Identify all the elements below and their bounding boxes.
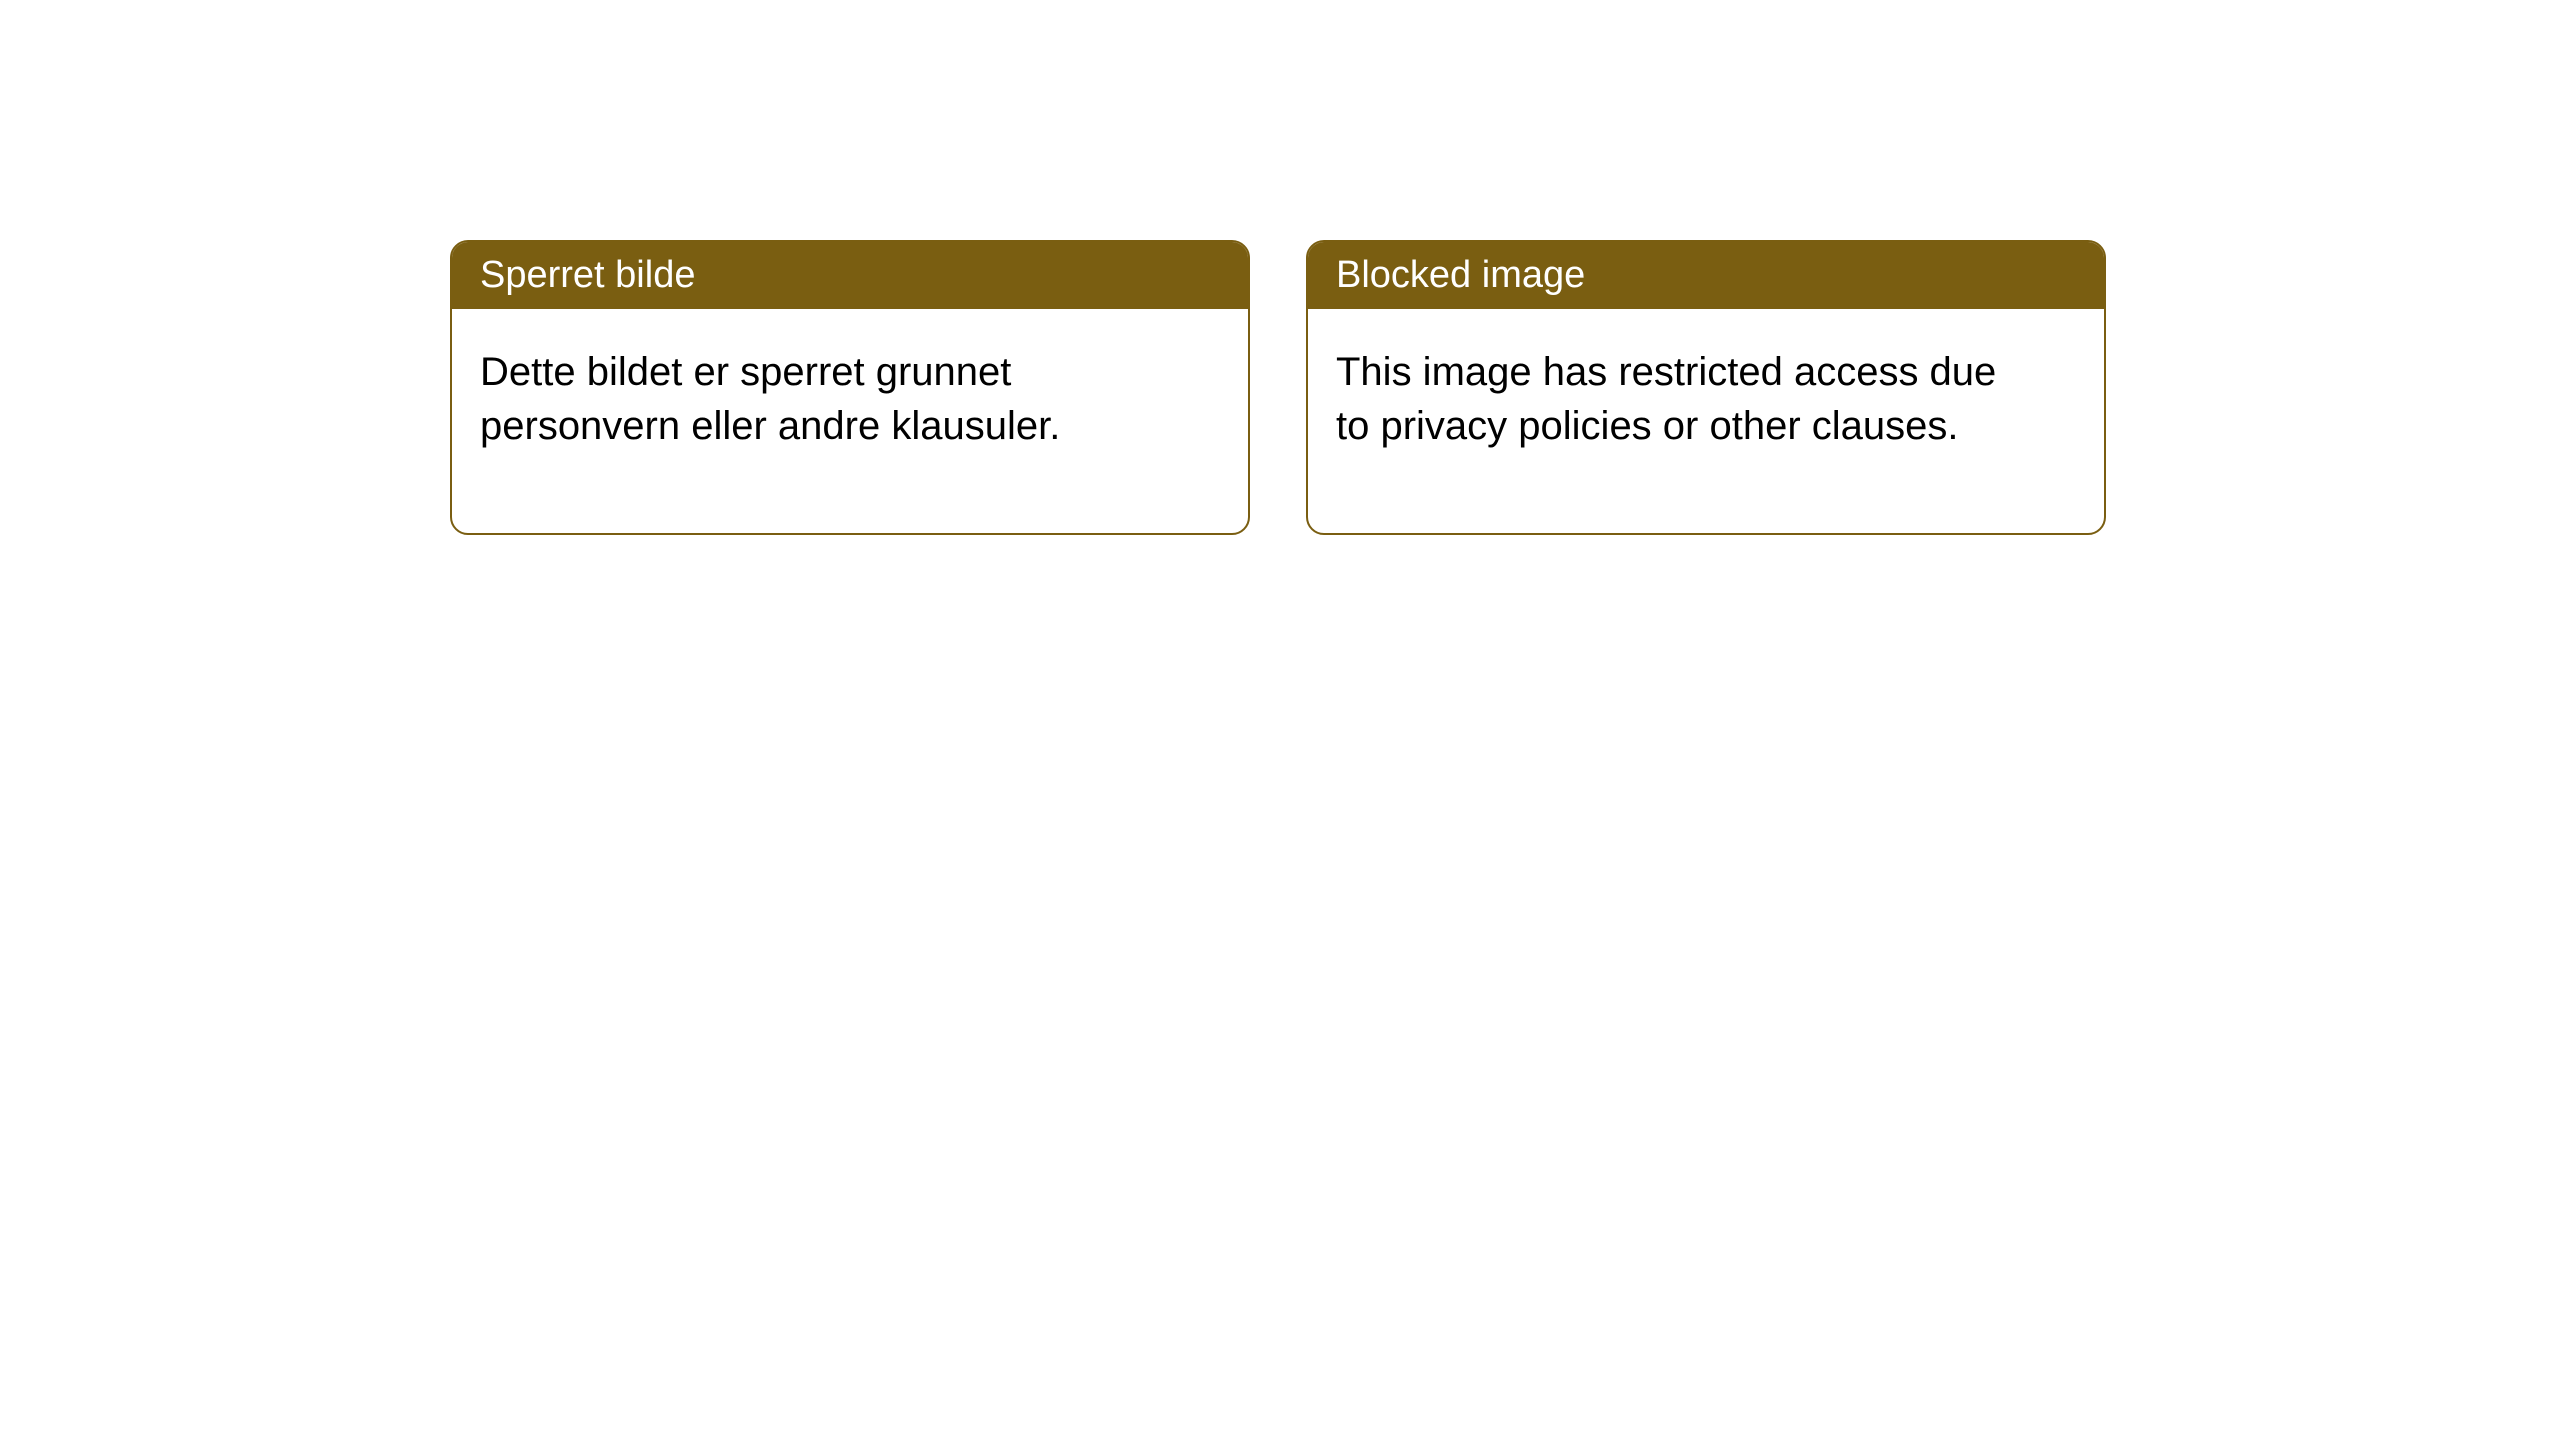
notice-body-text-no: Dette bildet er sperret grunnet personve… bbox=[480, 350, 1060, 448]
notice-card-body-no: Dette bildet er sperret grunnet personve… bbox=[452, 309, 1172, 533]
notice-card-no: Sperret bilde Dette bildet er sperret gr… bbox=[450, 240, 1250, 535]
notice-title-no: Sperret bilde bbox=[480, 254, 695, 296]
notice-card-header-no: Sperret bilde bbox=[452, 242, 1248, 309]
notice-title-en: Blocked image bbox=[1336, 254, 1585, 296]
notice-card-body-en: This image has restricted access due to … bbox=[1308, 309, 2028, 533]
notice-card-header-en: Blocked image bbox=[1308, 242, 2104, 309]
notice-cards-container: Sperret bilde Dette bildet er sperret gr… bbox=[450, 240, 2106, 535]
notice-body-text-en: This image has restricted access due to … bbox=[1336, 350, 1996, 448]
notice-card-en: Blocked image This image has restricted … bbox=[1306, 240, 2106, 535]
